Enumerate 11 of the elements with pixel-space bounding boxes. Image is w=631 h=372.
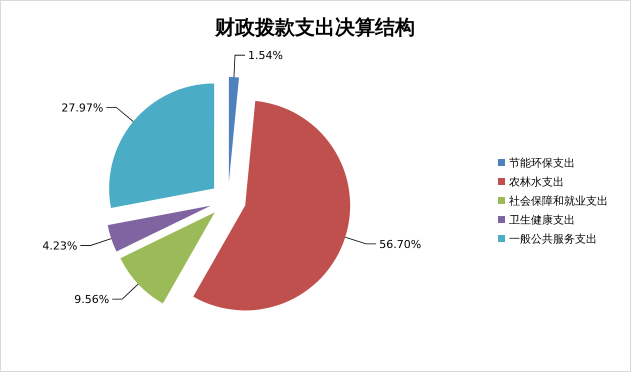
chart-title: 财政拨款支出决算结构 [214, 15, 415, 39]
data-label: 1.54% [248, 49, 283, 62]
data-label: 9.56% [74, 293, 110, 306]
legend-label: 节能环保支出 [509, 156, 575, 170]
legend-label: 卫生健康支出 [509, 214, 575, 226]
legend-label: 农林水支出 [509, 176, 564, 188]
data-label: 56.70% [379, 238, 422, 251]
data-label: 27.97% [61, 101, 104, 114]
legend-label: 社会保障和就业支出 [509, 194, 608, 208]
legend-label: 一般公共服务支出 [509, 232, 597, 246]
data-label: 4.23% [42, 240, 78, 253]
